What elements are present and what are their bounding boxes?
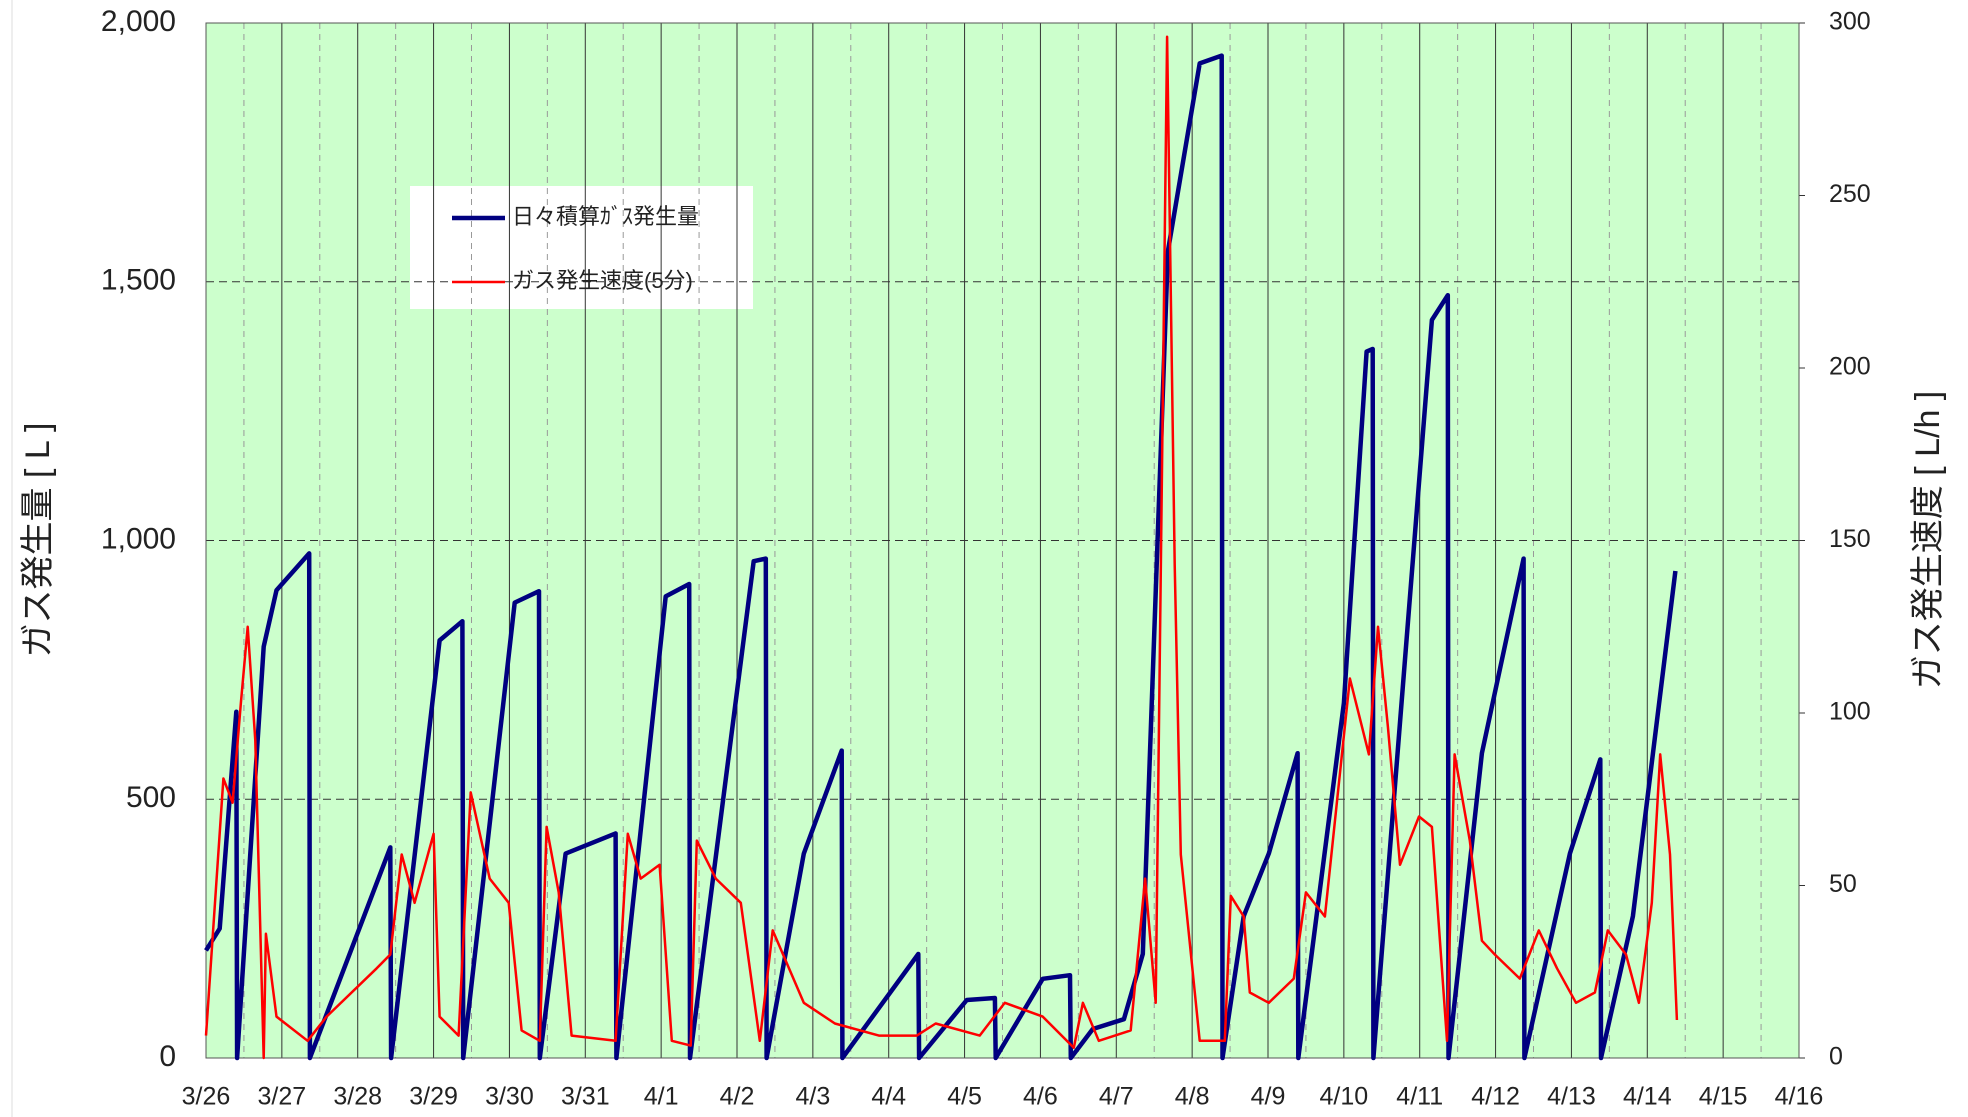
- x-tick-label: 4/13: [1547, 1083, 1596, 1111]
- legend: [410, 186, 753, 309]
- y-axis-title: ガス発生量 [ L ]: [19, 423, 57, 658]
- series-line: [204, 35, 1679, 1060]
- x-tick-label: 4/6: [1023, 1083, 1058, 1111]
- legend-label: ガス発生速度(5分): [512, 268, 693, 293]
- x-tick-label: 4/15: [1699, 1083, 1748, 1111]
- x-tick-label: 3/26: [182, 1083, 231, 1111]
- y2-axis-title: ガス発生速度 [ L/h ]: [1909, 391, 1947, 690]
- x-tick-label: 4/7: [1099, 1083, 1134, 1111]
- x-tick-label: 4/5: [947, 1083, 982, 1111]
- y2-tick-label: 0: [1829, 1043, 1843, 1071]
- x-tick-label: 4/9: [1251, 1083, 1286, 1111]
- x-tick-label: 4/1: [644, 1083, 679, 1111]
- x-tick-label: 4/8: [1175, 1083, 1210, 1111]
- x-tick-label: 4/2: [720, 1083, 755, 1111]
- plot-border: [205, 22, 1800, 1059]
- legend-label: 日々積算ｶﾞｽ発生量: [512, 204, 699, 229]
- y-tick-label: 1,000: [101, 522, 176, 555]
- x-tick-label: 4/12: [1471, 1083, 1520, 1111]
- x-tick-label: 4/4: [871, 1083, 906, 1111]
- y-tick-label: 2,000: [101, 5, 176, 38]
- y2-tick-label: 150: [1829, 525, 1871, 553]
- x-tick-label: 4/11: [1396, 1083, 1443, 1111]
- x-tick-label: 3/30: [485, 1083, 534, 1111]
- series-line: [204, 53, 1678, 1061]
- y-tick-label: 0: [159, 1040, 176, 1073]
- x-tick-label: 4/10: [1320, 1083, 1369, 1111]
- y2-tick-label: 300: [1829, 8, 1871, 36]
- x-tick-label: 4/3: [795, 1083, 830, 1111]
- x-tick-label: 3/29: [409, 1083, 458, 1111]
- x-tick-label: 4/14: [1623, 1083, 1672, 1111]
- y2-tick-label: 200: [1829, 353, 1871, 381]
- x-tick-label: 3/27: [258, 1083, 307, 1111]
- y2-tick-label: 100: [1829, 698, 1871, 726]
- x-tick-label: 3/31: [561, 1083, 610, 1111]
- y-tick-label: 1,500: [101, 264, 176, 297]
- y2-tick-label: 250: [1829, 180, 1871, 208]
- x-tick-label: 3/28: [333, 1083, 382, 1111]
- y2-tick-label: 50: [1829, 870, 1857, 898]
- x-tick-label: 4/16: [1775, 1083, 1824, 1111]
- y-tick-label: 500: [126, 781, 176, 814]
